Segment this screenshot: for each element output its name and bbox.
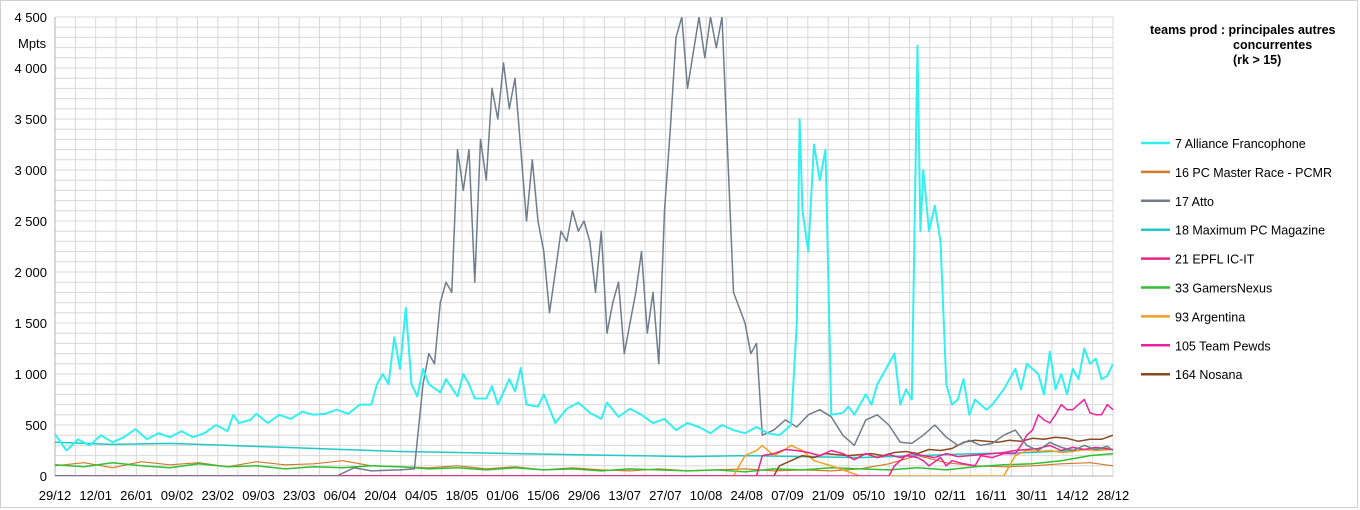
y-tick-label: 1 500 [14, 316, 47, 331]
chart-title: teams prod : principales autres concurre… [1150, 23, 1336, 67]
y-tick-label: 500 [25, 418, 47, 433]
legend-label: 105 Team Pewds [1175, 339, 1271, 353]
y-tick-label: 3 500 [14, 112, 47, 127]
series-line-8 [55, 434, 1113, 476]
x-tick-labels: 29/12 12/01 26/01 09/02 23/02 09/03 23/03 06/04… [39, 488, 1130, 503]
x-tick-label: 24/08 [730, 488, 763, 503]
x-tick-label: 29/06 [568, 488, 601, 503]
y-tick-labels: 0 500 1 000 1 500 2 000 2 500 3 000 3 500 4 000 4… [14, 10, 47, 484]
x-tick-label: 28/12 [1097, 488, 1130, 503]
legend-label: 164 Nosana [1175, 368, 1242, 382]
legend-label: 18 Maximum PC Magazine [1175, 224, 1325, 238]
series-line-5 [55, 452, 1113, 473]
x-tick-label: 20/04 [364, 488, 397, 503]
x-tick-label: 10/08 [690, 488, 723, 503]
x-tick-label: 26/01 [120, 488, 153, 503]
grid [54, 16, 1114, 477]
legend-label: 21 EPFL IC-IT [1175, 253, 1255, 267]
series-line-7 [55, 398, 1113, 476]
x-tick-label: 23/03 [283, 488, 316, 503]
x-tick-label: 01/06 [486, 488, 519, 503]
y-axis-label: Mpts [18, 36, 47, 51]
x-tick-label: 29/12 [39, 488, 72, 503]
x-tick-label: 15/06 [527, 488, 560, 503]
y-tick-label: 2 500 [14, 214, 47, 229]
y-tick-label: 3 000 [14, 163, 47, 178]
x-tick-label: 19/10 [893, 488, 926, 503]
x-tick-label: 04/05 [405, 488, 438, 503]
legend-label: 17 Atto [1175, 195, 1214, 209]
x-tick-label: 05/10 [853, 488, 886, 503]
series-line-3 [55, 441, 1113, 459]
legend-label: 33 GamersNexus [1175, 282, 1272, 296]
x-tick-label: 09/02 [161, 488, 194, 503]
y-tick-label: 4 000 [14, 61, 47, 76]
x-tick-label: 02/11 [934, 488, 966, 503]
x-tick-label: 18/05 [446, 488, 479, 503]
legend-label: 16 PC Master Race - PCMR [1175, 166, 1332, 180]
x-tick-label: 21/09 [812, 488, 845, 503]
x-tick-label: 27/07 [649, 488, 682, 503]
x-tick-label: 16/11 [975, 488, 1007, 503]
legend-label: 93 Argentina [1175, 310, 1245, 324]
x-tick-label: 23/02 [201, 488, 234, 503]
title-line-2: concurrentes [1233, 38, 1312, 52]
x-tick-label: 14/12 [1056, 488, 1089, 503]
y-tick-label: 4 500 [14, 10, 47, 25]
y-tick-label: 1 000 [14, 367, 47, 382]
series-line-6 [55, 444, 1113, 476]
x-tick-label: 09/03 [242, 488, 275, 503]
x-tick-label: 13/07 [608, 488, 641, 503]
title-line-3: (rk > 15) [1233, 53, 1281, 67]
x-tick-label: 12/01 [79, 488, 112, 503]
x-tick-label: 30/11 [1016, 488, 1048, 503]
series-line-0 [55, 44, 1113, 452]
x-tick-label: 07/09 [771, 488, 804, 503]
series-group [55, 17, 1113, 476]
y-tick-label: 2 000 [14, 265, 47, 280]
legend-label: 7 Alliance Francophone [1175, 137, 1306, 151]
title-line-1: teams prod : principales autres [1150, 23, 1336, 37]
series-line-2 [55, 17, 1113, 476]
series-line-4 [55, 444, 1113, 476]
legend: 7 Alliance Francophone 16 PC Master Race … [1141, 137, 1332, 382]
y-tick-label: 0 [40, 469, 47, 484]
x-tick-label: 06/04 [324, 488, 357, 503]
